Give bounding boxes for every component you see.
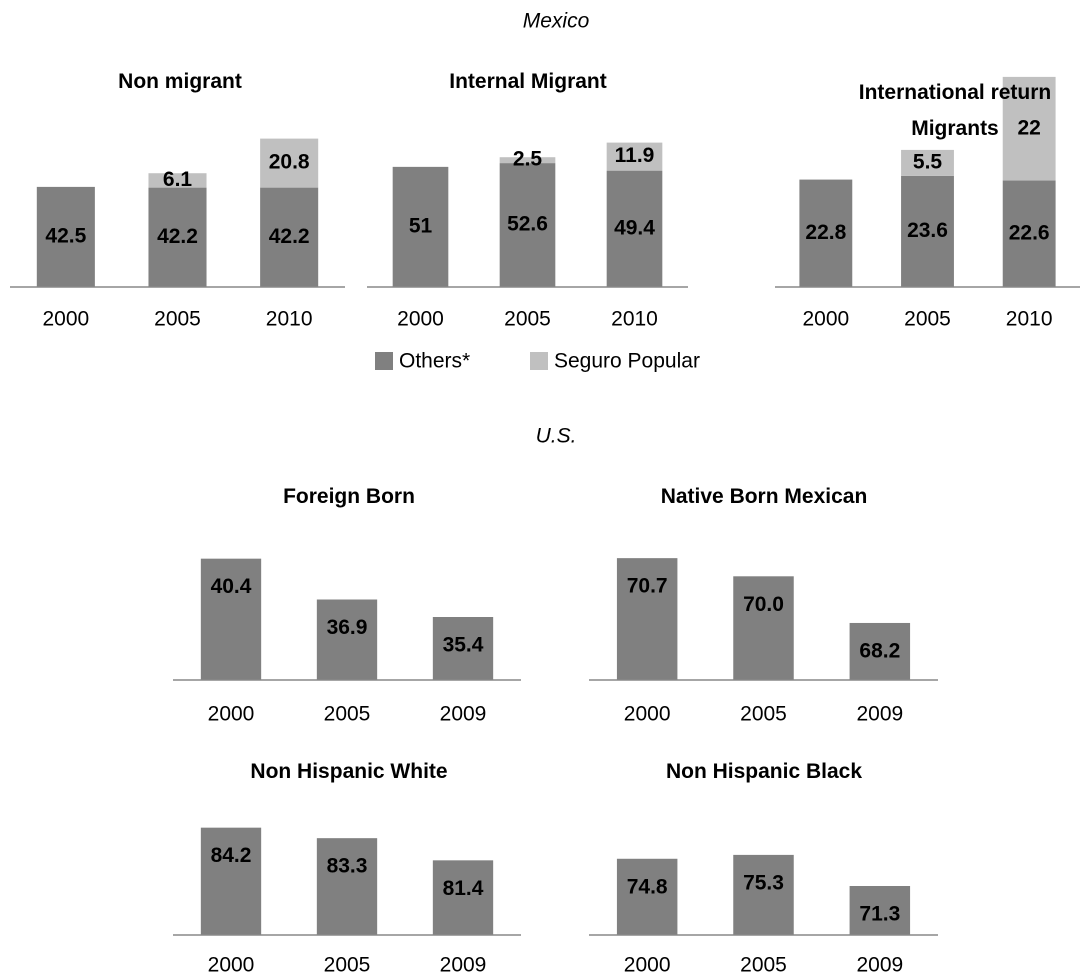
- chart-title: Non Hispanic White: [250, 760, 448, 783]
- data-label: 36.9: [327, 616, 368, 639]
- data-label: 74.8: [627, 875, 668, 898]
- data-label: 35.4: [443, 634, 484, 657]
- bar-segment: [799, 179, 853, 287]
- data-label: 5.5: [913, 150, 943, 173]
- data-label: 2.5: [513, 148, 543, 171]
- bar-segment: [499, 157, 556, 164]
- bar-segment: [392, 166, 449, 287]
- bar: [616, 558, 678, 680]
- legend-swatch: [530, 352, 548, 370]
- data-label: 40.4: [211, 575, 252, 598]
- data-label: 70.7: [627, 575, 668, 598]
- x-tick-label: 2010: [1006, 308, 1053, 331]
- bar-segment: [606, 142, 663, 171]
- data-label: 51: [409, 214, 433, 237]
- chart-title: Non migrant: [118, 70, 242, 93]
- section-title: U.S.: [536, 425, 577, 448]
- chart-title: Internal Migrant: [449, 70, 607, 93]
- data-label: 22.8: [805, 221, 846, 244]
- x-tick-label: 2005: [740, 703, 787, 726]
- bar: [316, 838, 378, 935]
- bar-segment: [148, 173, 207, 188]
- x-tick-label: 2005: [324, 954, 371, 977]
- data-label: 75.3: [743, 871, 784, 894]
- data-label: 68.2: [859, 640, 900, 663]
- x-tick-label: 2000: [802, 308, 849, 331]
- data-label: 20.8: [269, 151, 310, 174]
- x-tick-label: 2000: [624, 703, 671, 726]
- x-tick-label: 2005: [324, 703, 371, 726]
- data-label: 11.9: [615, 144, 655, 167]
- x-tick-label: 2010: [611, 308, 658, 331]
- x-tick-label: 2009: [440, 703, 487, 726]
- x-tick-label: 2009: [440, 954, 487, 977]
- x-tick-label: 2000: [42, 308, 89, 331]
- bar-segment: [260, 187, 319, 287]
- x-tick-label: 2000: [208, 954, 255, 977]
- chart-title: Foreign Born: [283, 485, 415, 508]
- bar-segment: [901, 149, 954, 176]
- data-label: 6.1: [163, 168, 193, 191]
- data-label: 49.4: [614, 216, 655, 239]
- bar-segment: [1002, 180, 1056, 287]
- x-tick-label: 2005: [154, 308, 201, 331]
- x-tick-label: 2010: [266, 308, 313, 331]
- bar-segment: [1002, 76, 1056, 181]
- x-tick-label: 2005: [904, 308, 951, 331]
- data-label: 52.6: [507, 213, 548, 236]
- bar-segment: [901, 175, 954, 287]
- data-label: 81.4: [443, 877, 484, 900]
- bar-segment: [148, 187, 207, 287]
- x-tick-label: 2000: [208, 703, 255, 726]
- bar: [316, 599, 378, 680]
- data-label: 84.2: [211, 844, 252, 867]
- bar: [849, 886, 911, 935]
- x-tick-label: 2005: [740, 954, 787, 977]
- chart-title: Non Hispanic Black: [665, 760, 863, 783]
- data-label: 22: [1017, 116, 1040, 139]
- data-label: 22.6: [1009, 221, 1050, 244]
- bar-segment: [36, 186, 95, 287]
- x-tick-label: 2009: [856, 703, 903, 726]
- bar: [733, 854, 794, 935]
- data-label: 42.2: [269, 225, 310, 248]
- bar: [200, 827, 262, 935]
- bar: [616, 858, 678, 935]
- bar-segment: [260, 138, 319, 188]
- data-label: 70.0: [743, 593, 784, 616]
- bar-segment: [499, 163, 556, 287]
- x-tick-label: 2000: [624, 954, 671, 977]
- legend-label: Others*: [399, 350, 470, 373]
- data-label: 83.3: [327, 855, 368, 878]
- data-label: 23.6: [907, 219, 948, 242]
- bar: [733, 576, 794, 680]
- x-tick-label: 2009: [856, 954, 903, 977]
- bar: [849, 622, 911, 680]
- bar-segment: [606, 170, 663, 287]
- x-tick-label: 2000: [397, 308, 444, 331]
- data-label: 42.5: [45, 224, 86, 247]
- bar: [432, 860, 494, 935]
- bar: [432, 617, 494, 680]
- chart-title: International return Migrants: [858, 81, 1052, 140]
- legend-label: Seguro Popular: [554, 350, 700, 373]
- chart-title: Native Born Mexican: [660, 485, 868, 508]
- x-tick-label: 2005: [504, 308, 551, 331]
- section-title: Mexico: [523, 10, 590, 33]
- legend-swatch: [375, 352, 393, 370]
- data-label: 42.2: [157, 225, 198, 248]
- bar: [200, 558, 262, 680]
- data-label: 71.3: [859, 903, 900, 926]
